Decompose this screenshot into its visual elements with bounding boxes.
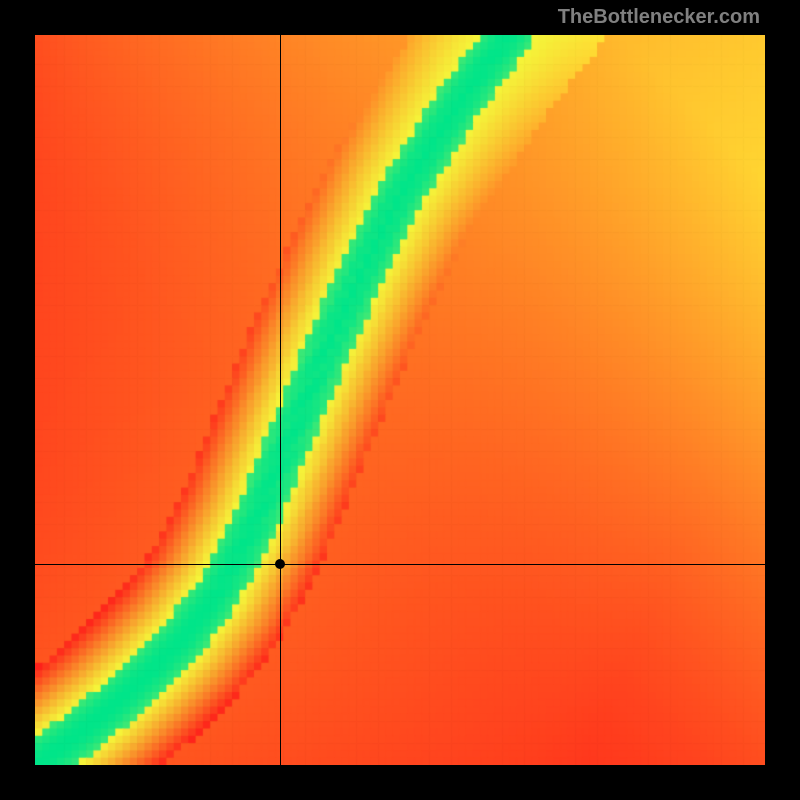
watermark-text: TheBottlenecker.com: [558, 6, 760, 29]
heatmap-canvas: [35, 35, 765, 765]
crosshair-horizontal: [35, 564, 765, 565]
heatmap-plot: [35, 35, 765, 765]
crosshair-vertical: [280, 35, 281, 765]
chart-container: TheBottlenecker.com: [0, 0, 800, 800]
crosshair-marker: [275, 559, 285, 569]
